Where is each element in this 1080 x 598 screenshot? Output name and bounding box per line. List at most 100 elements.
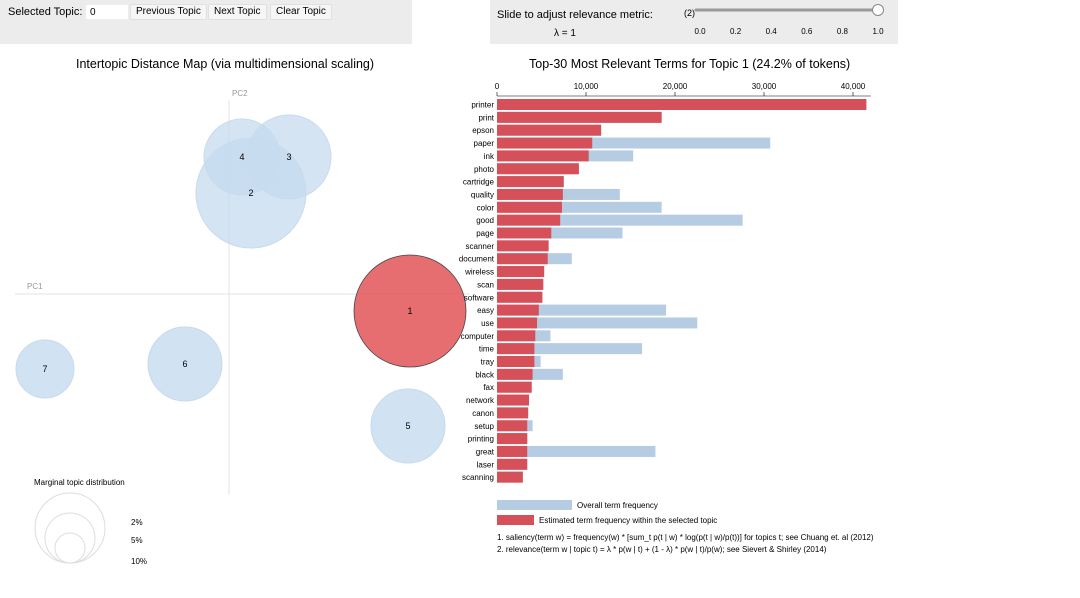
x-tick-label: 0 [495,82,500,91]
topic-frequency-bar[interactable] [497,394,530,406]
topic-frequency-bar[interactable] [497,356,535,367]
topic-frequency-bar[interactable] [497,381,532,393]
topic-frequency-bar[interactable] [497,124,602,136]
term-label[interactable]: print [478,113,494,122]
term-label[interactable]: photo [474,165,495,174]
topic-frequency-bar[interactable] [497,150,589,162]
topic-bubble-5[interactable] [370,388,446,464]
topic-frequency-bar[interactable] [497,317,538,329]
topic-frequency-bar[interactable] [497,458,528,470]
next-topic-button[interactable]: Next Topic [208,4,267,20]
slider-handle[interactable] [872,4,884,16]
term-label[interactable]: black [475,370,495,379]
term-label[interactable]: canon [472,409,494,418]
marginal-label-10pct: 10% [131,557,147,566]
topic-bubble-6[interactable] [147,326,223,402]
term-label[interactable]: good [476,216,494,225]
term-label[interactable]: scanning [462,473,494,482]
overall-frequency-bar[interactable] [497,304,667,316]
topic-frequency-bar[interactable] [497,188,563,200]
topic-frequency-bar[interactable] [497,137,593,149]
slider-tick-label: 1.0 [872,27,884,36]
term-label[interactable]: cartridge [463,178,495,187]
overall-frequency-bar[interactable] [497,317,698,329]
relevance-slider-panel: Slide to adjust relevance metric: (2) λ … [490,0,898,44]
topic-frequency-bar[interactable] [497,433,528,445]
term-label[interactable]: easy [477,306,494,315]
legend-swatch-overall [497,500,572,510]
term-label[interactable]: fax [483,383,494,392]
term-label[interactable]: epson [472,126,494,135]
overall-frequency-bar[interactable] [497,137,771,149]
topic-frequency-bar[interactable] [497,304,539,316]
term-label[interactable]: scan [477,280,494,289]
term-label[interactable]: page [476,229,494,238]
term-label[interactable]: color [477,203,495,212]
slider-tick-label: 0.0 [694,27,706,36]
term-label[interactable]: software [464,293,495,302]
topic-frequency-bar[interactable] [497,368,533,380]
term-label[interactable]: great [476,447,495,456]
topic-frequency-bar[interactable] [497,111,662,123]
topic-bubble-4[interactable] [203,118,281,196]
intertopic-map: PC2 PC1 2 3 4 1 5 6 7 [15,89,470,495]
slider-tick-label: 0.2 [730,27,742,36]
topic-frequency-bar[interactable] [497,420,528,432]
topic-frequency-bar[interactable] [497,176,564,188]
bar-chart-legend: Overall term frequency Estimated term fr… [497,500,717,525]
term-label[interactable]: printer [471,101,494,110]
footnote-relevance: 2. relevance(term w | topic t) = λ * p(w… [497,545,827,554]
term-label[interactable]: laser [477,460,495,469]
topic-frequency-bar[interactable] [497,291,543,303]
topic-frequency-bar[interactable] [497,163,579,175]
topic-frequency-bar[interactable] [497,266,545,278]
topic-frequency-bar[interactable] [497,471,523,483]
topic-frequency-bar[interactable] [497,253,548,265]
slider-tick-label: 0.4 [766,27,778,36]
term-label[interactable]: quality [471,190,494,199]
term-label[interactable]: printing [468,435,494,444]
topic-frequency-bar[interactable] [497,445,528,457]
overall-frequency-bar[interactable] [497,214,743,226]
topic-controls-panel: Selected Topic: Previous Topic Next Topi… [0,0,412,44]
topic-frequency-bar[interactable] [497,343,535,355]
term-label[interactable]: ink [484,152,495,161]
term-label[interactable]: tray [481,358,494,367]
selected-topic-input[interactable] [86,5,128,19]
topic-frequency-bar[interactable] [497,201,562,213]
topic-bubble-7[interactable] [15,339,75,399]
overall-frequency-bar[interactable] [497,445,656,457]
topic-frequency-bar[interactable] [497,407,529,419]
marginal-circle-2pct [54,532,86,564]
term-label[interactable]: paper [474,139,495,148]
clear-topic-button[interactable]: Clear Topic [270,4,332,20]
term-label[interactable]: computer [461,332,495,341]
x-tick-label: 20,000 [663,82,688,91]
topic-bubble-1[interactable] [353,254,467,368]
bar-chart-x-axis: 0 10,000 20,000 30,000 40,000 [495,82,871,97]
topic-frequency-bar[interactable] [497,227,552,239]
topic-frequency-bar[interactable] [497,278,544,290]
term-label[interactable]: network [466,396,495,405]
topic-frequency-bar[interactable] [497,240,549,252]
relevance-slider[interactable]: 0.0 0.2 0.4 0.6 0.8 1.0 [694,4,884,37]
term-label[interactable]: scanner [466,242,495,251]
topic-frequency-bar[interactable] [497,99,867,110]
lambda-value-text: λ = 1 [554,28,576,39]
slider-tick-label: 0.6 [801,27,813,36]
term-label[interactable]: use [481,319,494,328]
topic-frequency-bar[interactable] [497,330,536,342]
overall-frequency-bar[interactable] [497,227,623,239]
overall-frequency-bar[interactable] [497,201,662,213]
term-label[interactable]: setup [474,422,494,431]
marginal-label-2pct: 2% [131,518,143,527]
legend-swatch-topic [497,515,534,525]
term-label[interactable]: wireless [464,268,494,277]
previous-topic-button[interactable]: Previous Topic [130,4,207,20]
topic-label-2: 2 [248,188,253,198]
term-label[interactable]: time [479,345,495,354]
topic-frequency-bar[interactable] [497,214,561,226]
overall-frequency-bar[interactable] [497,343,643,355]
topic-frequency-bars [497,99,867,483]
term-label[interactable]: document [459,255,495,264]
